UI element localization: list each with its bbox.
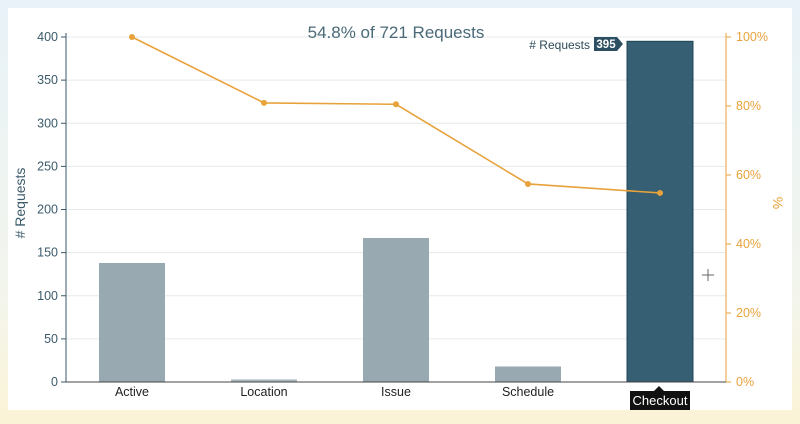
y2-tick-label: 60% <box>736 168 761 182</box>
cumulative-point <box>393 101 399 108</box>
bar-issue <box>363 237 429 382</box>
x-tick-label: Location <box>240 385 287 399</box>
bar-checkout <box>626 40 694 383</box>
y-axis-ticks: 0 50 100 150 200 250 300 350 400 <box>37 30 66 389</box>
hover-label-box <box>630 386 690 410</box>
y2-tick-label: 100% <box>736 30 768 44</box>
bars <box>99 40 694 383</box>
y-tick-label: 300 <box>37 116 58 130</box>
bar-schedule <box>495 366 561 382</box>
y-tick-label: 0 <box>51 375 58 389</box>
crosshair-cursor-icon <box>702 269 714 281</box>
axes <box>65 33 727 383</box>
cumulative-point <box>261 99 267 106</box>
tooltip-value: 395 <box>596 39 616 51</box>
chart-container: 0 50 100 150 200 250 300 350 400 0% 20% 40% 60% 80% 1… <box>8 8 792 410</box>
cumulative-point <box>129 34 135 40</box>
y-tick-label: 250 <box>37 159 58 173</box>
cumulative-point <box>525 180 531 187</box>
y-tick-label: 50 <box>44 332 58 346</box>
hover-category-label: Checkout <box>630 386 690 410</box>
y-tick-label: 150 <box>37 246 58 260</box>
x-tick-label: Schedule <box>502 385 554 399</box>
x-tick-label: Active <box>115 385 149 399</box>
tooltip-label: # Requests <box>529 38 590 52</box>
y2-tick-label: 80% <box>736 99 761 113</box>
x-axis-ticks: Active Location Issue Schedule <box>115 385 554 399</box>
y-tick-label: 400 <box>37 30 58 44</box>
bar-location <box>231 379 297 382</box>
tooltip-value-badge <box>594 37 623 51</box>
y-tick-label: 350 <box>37 73 58 87</box>
cumulative-point <box>657 189 663 196</box>
y2-tick-label: 20% <box>736 306 761 320</box>
cumulative-line <box>129 34 663 196</box>
chart-title: 54.8% of 721 Requests <box>308 23 485 42</box>
y-tick-label: 100 <box>37 289 58 303</box>
y-axis-label: # Requests <box>12 168 28 239</box>
x-tick-label: Issue <box>381 385 411 399</box>
hover-label-text: Checkout <box>633 393 688 408</box>
y2-tick-label: 40% <box>736 237 761 251</box>
y2-axis-label: % <box>770 197 786 209</box>
bar-active <box>99 262 165 382</box>
y-tick-label: 200 <box>37 203 58 217</box>
pareto-chart: 0 50 100 150 200 250 300 350 400 0% 20% 40% 60% 80% 1… <box>12 23 786 410</box>
y2-axis-ticks: 0% 20% 40% 60% 80% 100% <box>726 30 768 389</box>
cumulative-line-path <box>131 36 661 194</box>
bar-tooltip: # Requests 395 <box>529 37 623 52</box>
y2-tick-label: 0% <box>736 375 754 389</box>
